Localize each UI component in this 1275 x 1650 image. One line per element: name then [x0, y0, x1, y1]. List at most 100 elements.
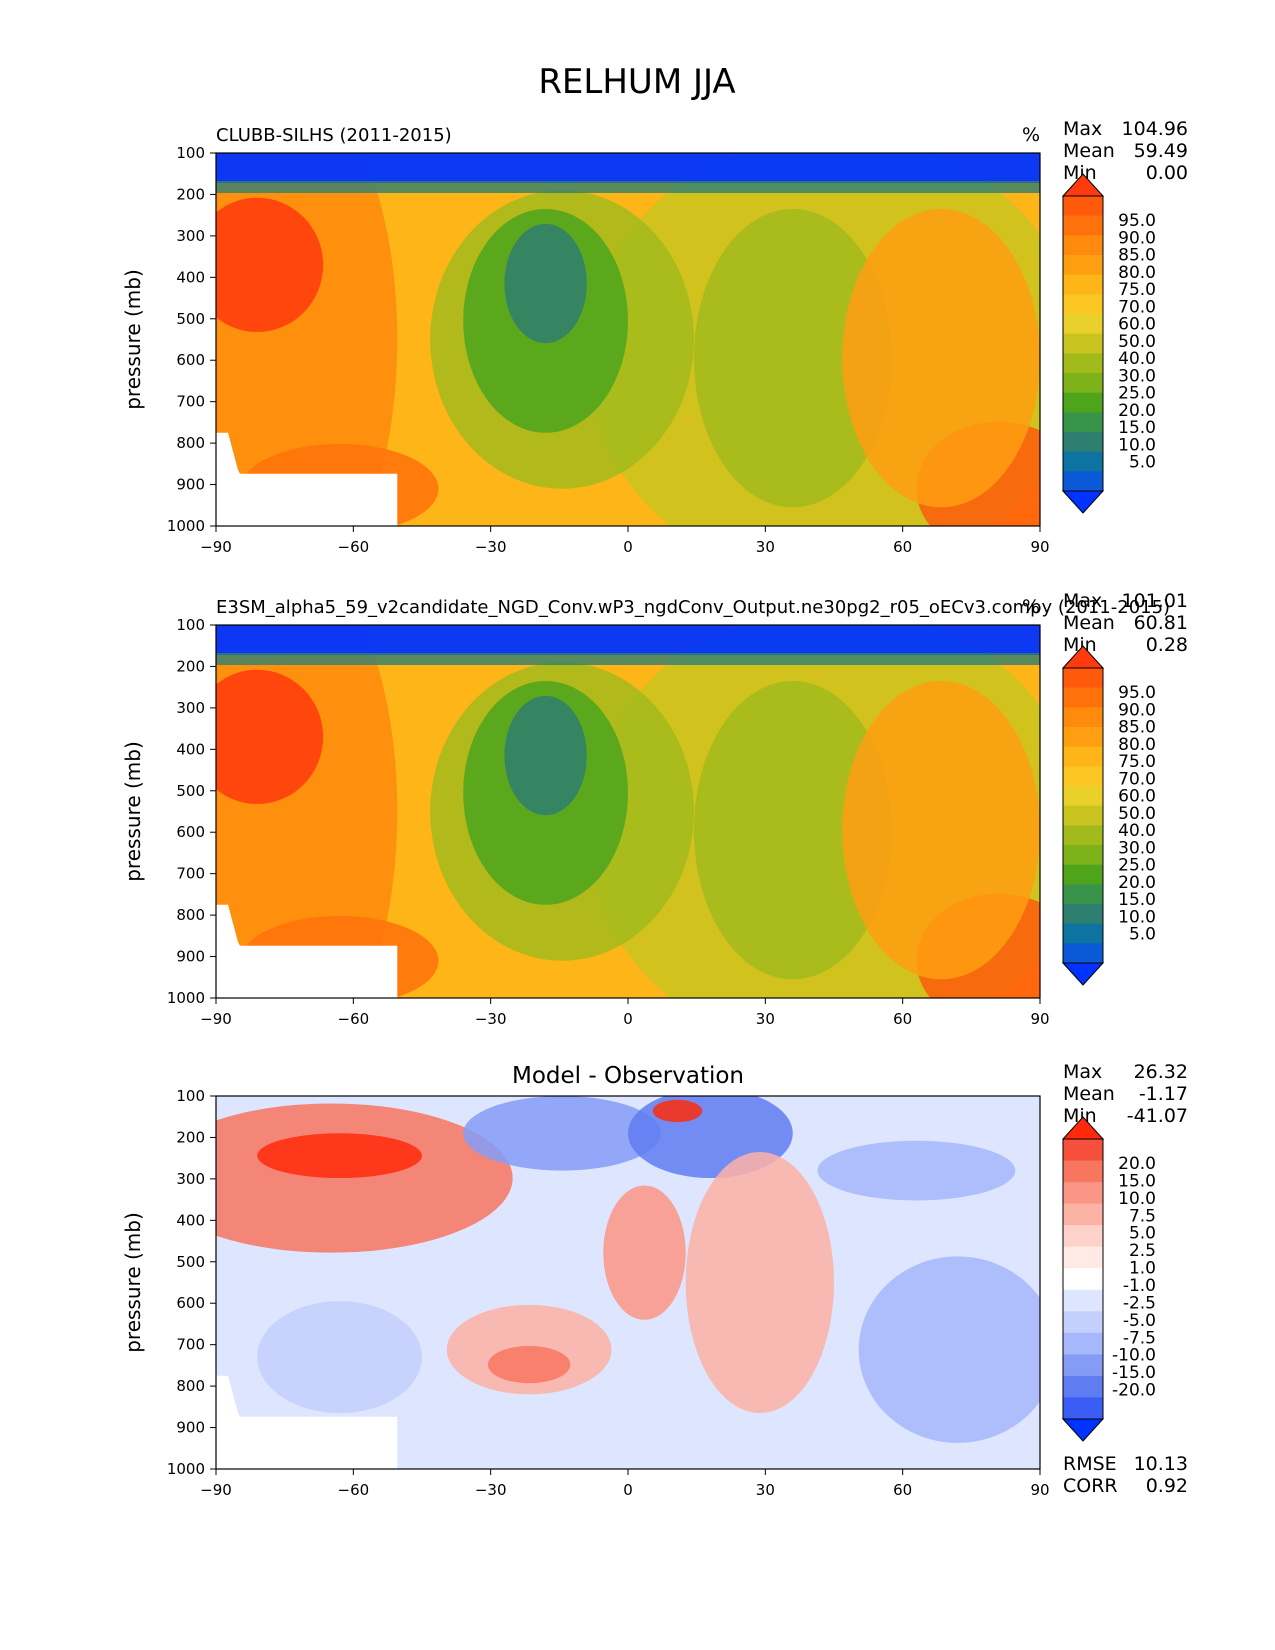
field-region-5	[693, 680, 892, 980]
upper-level-band	[216, 625, 1040, 655]
contour-field	[216, 625, 1040, 998]
colorbar-bin	[1063, 1225, 1103, 1248]
colorbar: 20.015.010.07.55.02.51.0-1.0-2.5-5.0-7.5…	[1061, 1116, 1156, 1442]
x-tick-label: 90	[1030, 1010, 1049, 1028]
colorbar-bin	[1063, 1268, 1103, 1291]
colorbar-bin	[1063, 1375, 1103, 1398]
colorbar-bin	[1063, 235, 1103, 256]
y-tick-label: 1000	[167, 517, 205, 535]
colorbar-bin	[1063, 923, 1103, 944]
y-tick-label: 500	[176, 1253, 205, 1271]
x-tick-label: 0	[623, 1010, 633, 1028]
x-tick-label: 30	[756, 1481, 775, 1499]
stat-value: 0.00	[1146, 162, 1188, 184]
y-tick-label: 400	[176, 740, 205, 758]
colorbar-frame	[1062, 1138, 1104, 1420]
contour-field	[216, 153, 1040, 526]
y-tick-label: 200	[176, 657, 205, 675]
field-region-7	[216, 197, 324, 333]
stat-value: -41.07	[1127, 1105, 1188, 1127]
colorbar-label: 15.0	[1118, 890, 1156, 910]
stat-value: 0.28	[1146, 634, 1188, 656]
x-tick-label: −30	[475, 1010, 507, 1028]
y-tick-label: 800	[176, 1377, 205, 1395]
panel-title: CLUBB-SILHS (2011-2015)	[216, 125, 452, 146]
colorbar-extend-min	[1061, 1418, 1105, 1442]
colorbar-frame	[1062, 667, 1104, 964]
colorbar-bin	[1063, 196, 1103, 217]
colorbar-bin	[1063, 805, 1103, 826]
stat-value: 59.49	[1134, 140, 1188, 162]
x-tick-label: −30	[475, 538, 507, 556]
x-tick-label: 0	[623, 1481, 633, 1499]
colorbar-bin	[1063, 668, 1103, 689]
colorbar-bin	[1063, 825, 1103, 846]
x-tick-label: −90	[200, 538, 232, 556]
colorbar-label: 25.0	[1118, 856, 1156, 876]
colorbar-bin	[1063, 353, 1103, 374]
units-label: %	[1022, 596, 1040, 618]
colorbar-label: 25.0	[1118, 384, 1156, 404]
colorbar-bin	[1063, 1397, 1103, 1420]
colorbar-label: 50.0	[1118, 804, 1156, 824]
colorbar-bin	[1063, 1311, 1103, 1334]
y-tick-label: 700	[176, 1336, 205, 1354]
colorbar-extend-min	[1061, 962, 1105, 986]
y-tick-label: 600	[176, 823, 205, 841]
x-tick-label: 60	[893, 538, 912, 556]
x-tick-label: 90	[1030, 1481, 1049, 1499]
x-tick-label: −90	[200, 1010, 232, 1028]
colorbar-label: 40.0	[1118, 349, 1156, 369]
stat-label: RMSE	[1063, 1453, 1117, 1475]
units-label: %	[1022, 124, 1040, 146]
stat-value: 101.01	[1122, 590, 1188, 612]
field-region-10	[257, 1301, 422, 1414]
colorbar-bin	[1063, 392, 1103, 413]
colorbar-frame	[1062, 195, 1104, 492]
field-region-7	[487, 1345, 571, 1384]
field-region-11	[652, 1099, 703, 1123]
x-tick-label: 60	[893, 1010, 912, 1028]
colorbar-bin	[1063, 864, 1103, 885]
colorbar-label: 10.0	[1118, 1189, 1156, 1209]
y-tick-label: 100	[176, 616, 205, 634]
y-tick-label: 1000	[167, 989, 205, 1007]
colorbar-label: 20.0	[1118, 1154, 1156, 1174]
colorbar-bin	[1063, 1332, 1103, 1355]
colorbar-label: 7.5	[1129, 1206, 1156, 1226]
x-tick-label: 30	[756, 1010, 775, 1028]
field-region-2	[463, 1096, 661, 1171]
field-region-10	[842, 208, 1040, 508]
colorbar-bin	[1063, 432, 1103, 453]
colorbar-label: 15.0	[1118, 418, 1156, 438]
colorbar-bin	[1063, 1139, 1103, 1162]
colorbar-bin	[1063, 1246, 1103, 1269]
colorbar-bin	[1063, 943, 1103, 964]
colorbar-bin	[1063, 274, 1103, 295]
colorbar-label: 30.0	[1118, 838, 1156, 858]
colorbar-label: -1.0	[1123, 1276, 1156, 1296]
y-tick-label: 800	[176, 906, 205, 924]
stat-label: Min	[1063, 162, 1097, 184]
stat-label: Max	[1063, 1061, 1102, 1083]
y-tick-label: 100	[176, 144, 205, 162]
stat-value: 0.92	[1146, 1475, 1188, 1497]
colorbar-bin	[1063, 884, 1103, 905]
colorbar-bin	[1063, 1160, 1103, 1183]
colorbar-label: -15.0	[1112, 1363, 1156, 1383]
y-tick-label: 700	[176, 393, 205, 411]
colorbar-bin	[1063, 215, 1103, 236]
missing-data-region	[216, 904, 398, 998]
x-tick-label: −60	[338, 538, 370, 556]
colorbar-extend-min	[1061, 490, 1105, 514]
x-tick-label: 60	[893, 1481, 912, 1499]
y-tick-label: 700	[176, 865, 205, 883]
y-tick-label: 200	[176, 185, 205, 203]
colorbar-bin	[1063, 255, 1103, 276]
upper-level-transition	[216, 653, 1040, 665]
colorbar-label: 10.0	[1118, 907, 1156, 927]
field-region-4	[504, 695, 587, 816]
stat-value: 104.96	[1122, 118, 1188, 140]
colorbar-label: 20.0	[1118, 873, 1156, 893]
